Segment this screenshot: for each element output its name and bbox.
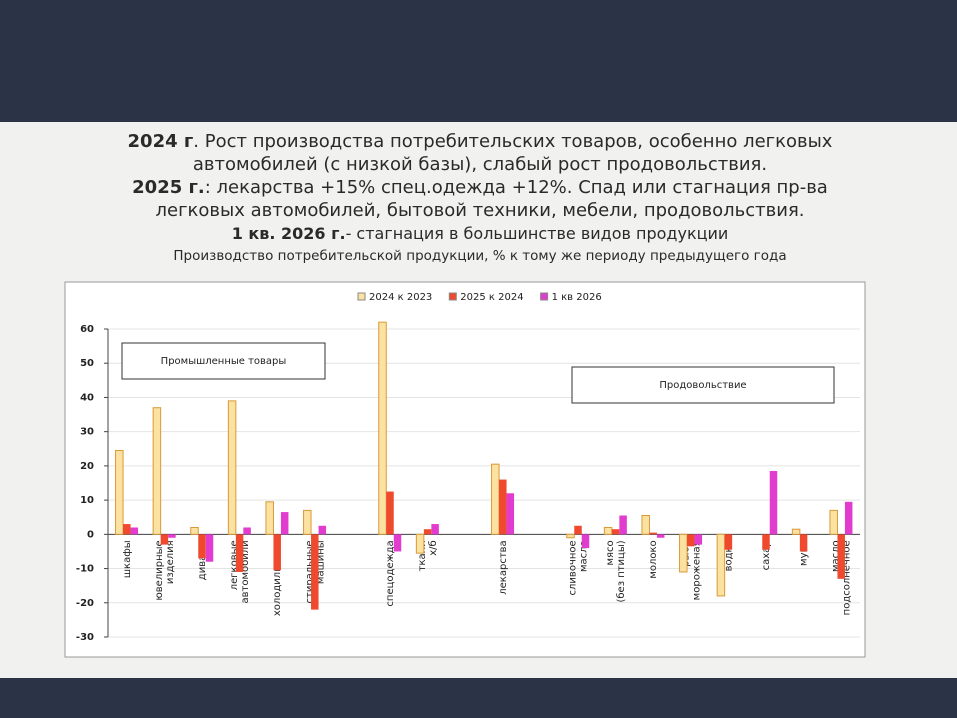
x-tick-label: лекарства bbox=[498, 540, 509, 594]
annotation: Промышленные товары bbox=[161, 356, 287, 367]
bar bbox=[168, 534, 176, 538]
x-tick-label: холодильники bbox=[272, 540, 283, 616]
bar bbox=[198, 534, 206, 559]
bar bbox=[190, 526, 199, 535]
heading-text: : лекарства +15% спец.одежда +12%. Спад … bbox=[155, 177, 828, 221]
bar bbox=[641, 515, 650, 535]
heading-bold: 2025 г. bbox=[132, 177, 205, 198]
y-tick-label: 60 bbox=[80, 324, 94, 335]
x-tick-label: шкафы bbox=[122, 540, 133, 578]
legend-swatch bbox=[357, 292, 366, 301]
bar bbox=[265, 501, 274, 535]
bar bbox=[649, 532, 657, 535]
bar bbox=[611, 529, 620, 535]
heading-line: 2024 г. Рост производства потребительски… bbox=[90, 130, 870, 176]
bar bbox=[581, 534, 590, 549]
x-tick-label: сливочноемасло bbox=[568, 540, 590, 595]
annotation-box bbox=[121, 342, 326, 380]
bar bbox=[423, 529, 432, 535]
legend-label: 2025 к 2024 bbox=[460, 292, 523, 303]
legend-label: 1 кв 2026 bbox=[552, 292, 602, 303]
y-tick-label: -20 bbox=[76, 598, 94, 609]
bar bbox=[318, 525, 327, 535]
bar bbox=[393, 534, 402, 552]
bar bbox=[829, 509, 838, 535]
legend-swatch bbox=[448, 292, 457, 301]
bar bbox=[205, 534, 214, 562]
x-tick-label: легковыеавтомобили bbox=[229, 540, 251, 603]
y-tick-label: 10 bbox=[80, 495, 94, 506]
bar bbox=[762, 534, 770, 550]
bar bbox=[799, 534, 808, 552]
bar bbox=[679, 533, 688, 573]
heading-bold: 1 кв. 2026 г. bbox=[231, 224, 346, 243]
bar bbox=[280, 512, 289, 535]
x-tick-label: молоко bbox=[648, 540, 659, 578]
bar bbox=[273, 534, 281, 571]
bar bbox=[844, 501, 853, 535]
bar bbox=[716, 533, 726, 597]
y-tick-label: 40 bbox=[80, 392, 94, 403]
heading-line: 1 кв. 2026 г.- стагнация в большинстве в… bbox=[90, 222, 870, 245]
bar bbox=[386, 491, 394, 535]
x-tick-label: стиральныемашины bbox=[304, 540, 326, 603]
bar bbox=[415, 533, 425, 554]
bar bbox=[619, 515, 627, 535]
bar bbox=[130, 527, 139, 535]
heading-line: 2025 г.: лекарства +15% спец.одежда +12%… bbox=[90, 176, 870, 222]
bar bbox=[227, 400, 237, 535]
x-tick-label: тканих/б bbox=[417, 540, 439, 571]
bar bbox=[574, 525, 582, 535]
x-tick-label: мука bbox=[799, 540, 810, 566]
bar bbox=[724, 534, 733, 550]
bar bbox=[491, 463, 500, 535]
annotation-box bbox=[571, 366, 835, 404]
y-tick-label: 20 bbox=[80, 461, 94, 472]
bar bbox=[694, 534, 703, 545]
legend-label: 2024 к 2023 bbox=[369, 292, 432, 303]
bar bbox=[506, 493, 515, 535]
bar bbox=[687, 534, 695, 547]
x-tick-label: водка bbox=[723, 540, 734, 571]
bar bbox=[311, 534, 319, 610]
x-tick-label: спецодежда bbox=[385, 540, 396, 606]
bar bbox=[566, 533, 575, 539]
heading-bold: 2024 г bbox=[127, 131, 194, 152]
header: 2024 г. Рост производства потребительски… bbox=[90, 130, 870, 268]
bar bbox=[303, 509, 312, 535]
legend-swatch bbox=[540, 292, 549, 301]
y-tick-label: -30 bbox=[76, 632, 94, 643]
chart-title: Производство потребительской продукции, … bbox=[173, 248, 787, 264]
annotation: Продовольствие bbox=[659, 380, 746, 391]
x-tick-label: ювелирныеизделия bbox=[154, 540, 176, 600]
chart-frame bbox=[64, 281, 866, 658]
heading-text: . Рост производства потребительских това… bbox=[192, 131, 833, 175]
bar bbox=[123, 524, 131, 535]
x-tick-label: мясо(без птицы) bbox=[605, 540, 627, 602]
bar bbox=[152, 407, 162, 535]
bar bbox=[160, 534, 169, 545]
x-tick-label: диваны bbox=[197, 540, 208, 580]
y-tick-label: -10 bbox=[76, 564, 94, 575]
bar bbox=[791, 528, 801, 535]
bar bbox=[243, 527, 251, 535]
y-tick-label: 50 bbox=[80, 358, 94, 369]
bar bbox=[235, 534, 244, 572]
heading-text: - стагнация в большинстве видов продукци… bbox=[345, 224, 729, 243]
bar bbox=[837, 534, 845, 579]
bar bbox=[499, 479, 507, 535]
y-tick-label: 0 bbox=[87, 529, 94, 540]
bar bbox=[378, 321, 387, 535]
bar bbox=[656, 534, 665, 538]
bar bbox=[115, 449, 124, 535]
x-tick-label: сахар bbox=[761, 540, 772, 570]
x-tick-label: маслоподсолнечное bbox=[831, 540, 853, 615]
bar bbox=[603, 526, 613, 535]
bar bbox=[431, 524, 439, 535]
y-tick-label: 30 bbox=[80, 427, 94, 438]
bar bbox=[769, 471, 778, 535]
